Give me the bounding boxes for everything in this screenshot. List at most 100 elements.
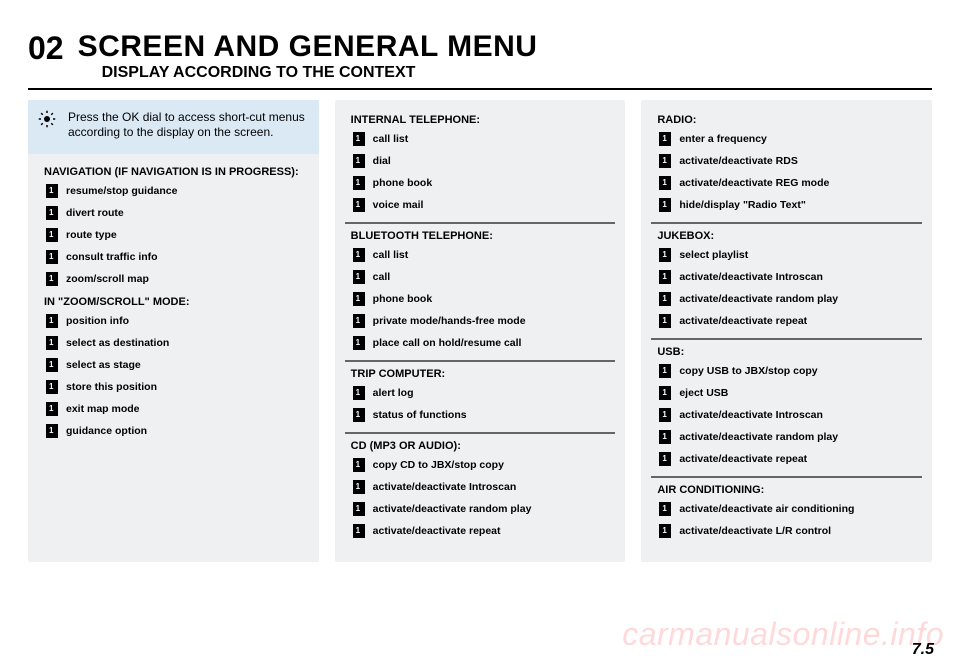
- trip-items: 1alert log 1status of functions: [345, 386, 616, 422]
- trip-title: TRIP COMPUTER:: [351, 368, 616, 380]
- section-number: 02: [28, 30, 64, 67]
- item-label: activate/deactivate Introscan: [679, 271, 823, 283]
- item-label: activate/deactivate air conditioning: [679, 503, 854, 515]
- zoomscroll-title: IN "ZOOM/SCROLL" MODE:: [44, 296, 309, 308]
- list-item: 1select as destination: [46, 336, 309, 350]
- ac-title: AIR CONDITIONING:: [657, 484, 922, 496]
- list-item: 1voice mail: [353, 198, 616, 212]
- manual-page: 02 SCREEN AND GENERAL MENU DISPLAY ACCOR…: [0, 0, 960, 663]
- item-label: exit map mode: [66, 403, 140, 415]
- item-label: route type: [66, 229, 117, 241]
- list-item: 1call: [353, 270, 616, 284]
- list-item: 1activate/deactivate repeat: [659, 314, 922, 328]
- item-label: store this position: [66, 381, 157, 393]
- item-label: place call on hold/resume call: [373, 337, 522, 349]
- list-item: 1phone book: [353, 176, 616, 190]
- list-item: 1activate/deactivate Introscan: [353, 480, 616, 494]
- item-label: select as destination: [66, 337, 169, 349]
- jukebox-block: JUKEBOX: 1select playlist 1activate/deac…: [651, 230, 922, 328]
- columns: Press the OK dial to access short-cut me…: [28, 100, 932, 562]
- list-item: 1call list: [353, 132, 616, 146]
- item-label: activate/deactivate repeat: [679, 453, 807, 465]
- item-label: activate/deactivate Introscan: [373, 481, 517, 493]
- item-label: enter a frequency: [679, 133, 767, 145]
- bluetooth-tel-block: BLUETOOTH TELEPHONE: 1call list 1call 1p…: [345, 230, 616, 350]
- item-label: consult traffic info: [66, 251, 158, 263]
- list-item: 1divert route: [46, 206, 309, 220]
- item-label: activate/deactivate repeat: [679, 315, 807, 327]
- ac-block: AIR CONDITIONING: 1activate/deactivate a…: [651, 484, 922, 538]
- item-label: alert log: [373, 387, 414, 399]
- list-item: 1phone book: [353, 292, 616, 306]
- item-label: activate/deactivate Introscan: [679, 409, 823, 421]
- navigation-items: 1resume/stop guidance 1divert route 1rou…: [38, 184, 309, 286]
- item-label: call: [373, 271, 391, 283]
- usb-items: 1copy USB to JBX/stop copy 1eject USB 1a…: [651, 364, 922, 466]
- divider: [651, 476, 922, 478]
- list-item: 1exit map mode: [46, 402, 309, 416]
- divider: [651, 338, 922, 340]
- list-item: 1zoom/scroll map: [46, 272, 309, 286]
- list-item: 1activate/deactivate RDS: [659, 154, 922, 168]
- list-item: 1enter a frequency: [659, 132, 922, 146]
- list-item: 1consult traffic info: [46, 250, 309, 264]
- bluetooth-tel-title: BLUETOOTH TELEPHONE:: [351, 230, 616, 242]
- list-item: 1activate/deactivate air conditioning: [659, 502, 922, 516]
- page-header: 02 SCREEN AND GENERAL MENU DISPLAY ACCOR…: [28, 30, 932, 82]
- item-label: activate/deactivate L/R control: [679, 525, 831, 537]
- title-group: SCREEN AND GENERAL MENU DISPLAY ACCORDIN…: [78, 30, 538, 82]
- item-label: dial: [373, 155, 391, 167]
- list-item: 1private mode/hands-free mode: [353, 314, 616, 328]
- list-item: 1position info: [46, 314, 309, 328]
- item-label: hide/display "Radio Text": [679, 199, 805, 211]
- list-item: 1select as stage: [46, 358, 309, 372]
- zoomscroll-block: IN "ZOOM/SCROLL" MODE: 1position info 1s…: [38, 296, 309, 438]
- list-item: 1select playlist: [659, 248, 922, 262]
- list-item: 1route type: [46, 228, 309, 242]
- column-1: Press the OK dial to access short-cut me…: [28, 100, 319, 562]
- list-item: 1store this position: [46, 380, 309, 394]
- jukebox-title: JUKEBOX:: [657, 230, 922, 242]
- list-item: 1activate/deactivate Introscan: [659, 408, 922, 422]
- usb-title: USB:: [657, 346, 922, 358]
- item-label: call list: [373, 249, 409, 261]
- list-item: 1call list: [353, 248, 616, 262]
- divider: [345, 360, 616, 362]
- item-label: position info: [66, 315, 129, 327]
- divider: [651, 222, 922, 224]
- list-item: 1dial: [353, 154, 616, 168]
- intro-text: Press the OK dial to access short-cut me…: [68, 110, 305, 139]
- list-item: 1resume/stop guidance: [46, 184, 309, 198]
- list-item: 1activate/deactivate repeat: [659, 452, 922, 466]
- column-3: RADIO: 1enter a frequency 1activate/deac…: [641, 100, 932, 562]
- usb-block: USB: 1copy USB to JBX/stop copy 1eject U…: [651, 346, 922, 466]
- radio-block: RADIO: 1enter a frequency 1activate/deac…: [651, 114, 922, 212]
- item-label: phone book: [373, 177, 433, 189]
- list-item: 1activate/deactivate random play: [659, 292, 922, 306]
- list-item: 1activate/deactivate random play: [659, 430, 922, 444]
- main-title: SCREEN AND GENERAL MENU: [78, 30, 538, 64]
- item-label: call list: [373, 133, 409, 145]
- item-label: guidance option: [66, 425, 147, 437]
- item-label: activate/deactivate random play: [679, 431, 838, 443]
- ac-items: 1activate/deactivate air conditioning 1a…: [651, 502, 922, 538]
- item-label: activate/deactivate repeat: [373, 525, 501, 537]
- radio-title: RADIO:: [657, 114, 922, 126]
- trip-block: TRIP COMPUTER: 1alert log 1status of fun…: [345, 368, 616, 422]
- zoomscroll-items: 1position info 1select as destination 1s…: [38, 314, 309, 438]
- internal-tel-items: 1call list 1dial 1phone book 1voice mail: [345, 132, 616, 212]
- list-item: 1activate/deactivate Introscan: [659, 270, 922, 284]
- navigation-title: NAVIGATION (IF NAVIGATION IS IN PROGRESS…: [44, 166, 309, 178]
- item-label: activate/deactivate REG mode: [679, 177, 829, 189]
- sub-title: DISPLAY ACCORDING TO THE CONTEXT: [102, 64, 538, 82]
- cd-items: 1copy CD to JBX/stop copy 1activate/deac…: [345, 458, 616, 538]
- navigation-block: NAVIGATION (IF NAVIGATION IS IN PROGRESS…: [38, 166, 309, 286]
- item-label: activate/deactivate random play: [679, 293, 838, 305]
- item-label: copy CD to JBX/stop copy: [373, 459, 504, 471]
- cd-block: CD (MP3 OR AUDIO): 1copy CD to JBX/stop …: [345, 440, 616, 538]
- list-item: 1activate/deactivate repeat: [353, 524, 616, 538]
- radio-items: 1enter a frequency 1activate/deactivate …: [651, 132, 922, 212]
- item-label: status of functions: [373, 409, 467, 421]
- list-item: 1guidance option: [46, 424, 309, 438]
- internal-tel-title: INTERNAL TELEPHONE:: [351, 114, 616, 126]
